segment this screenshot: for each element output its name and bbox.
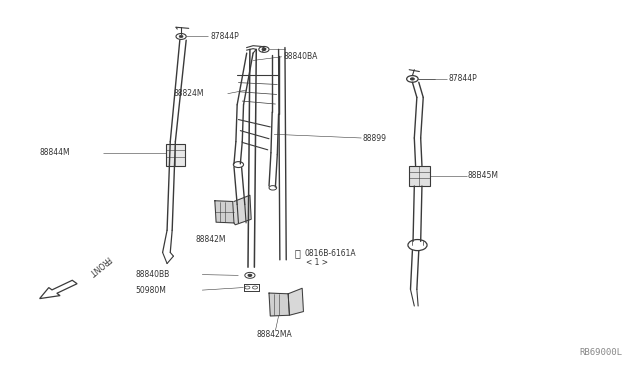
Text: 50980M: 50980M: [135, 286, 166, 295]
Polygon shape: [215, 201, 234, 223]
Text: 88840BA: 88840BA: [284, 52, 318, 61]
Polygon shape: [40, 280, 77, 299]
Polygon shape: [234, 195, 251, 225]
Text: 88899: 88899: [363, 134, 387, 143]
Text: RB69000L: RB69000L: [580, 347, 623, 357]
Circle shape: [410, 78, 414, 80]
Text: 88842MA: 88842MA: [256, 330, 292, 339]
Text: 88B45M: 88B45M: [468, 171, 499, 180]
Text: 87844P: 87844P: [449, 74, 477, 83]
Polygon shape: [269, 293, 289, 316]
Text: FRONT: FRONT: [86, 253, 112, 276]
Text: 88844M: 88844M: [40, 148, 70, 157]
Circle shape: [248, 274, 252, 276]
FancyBboxPatch shape: [409, 166, 429, 186]
Circle shape: [179, 35, 183, 38]
Text: < 1 >: < 1 >: [306, 258, 328, 267]
Text: 87844P: 87844P: [211, 32, 239, 41]
Polygon shape: [288, 288, 303, 315]
Circle shape: [262, 48, 266, 51]
FancyBboxPatch shape: [166, 144, 185, 166]
Text: 88840BB: 88840BB: [135, 270, 170, 279]
Text: 88824M: 88824M: [173, 89, 204, 98]
Text: 88842M: 88842M: [196, 235, 227, 244]
Text: Ⓢ: Ⓢ: [294, 248, 300, 258]
Text: 0816B-6161A: 0816B-6161A: [305, 249, 356, 258]
